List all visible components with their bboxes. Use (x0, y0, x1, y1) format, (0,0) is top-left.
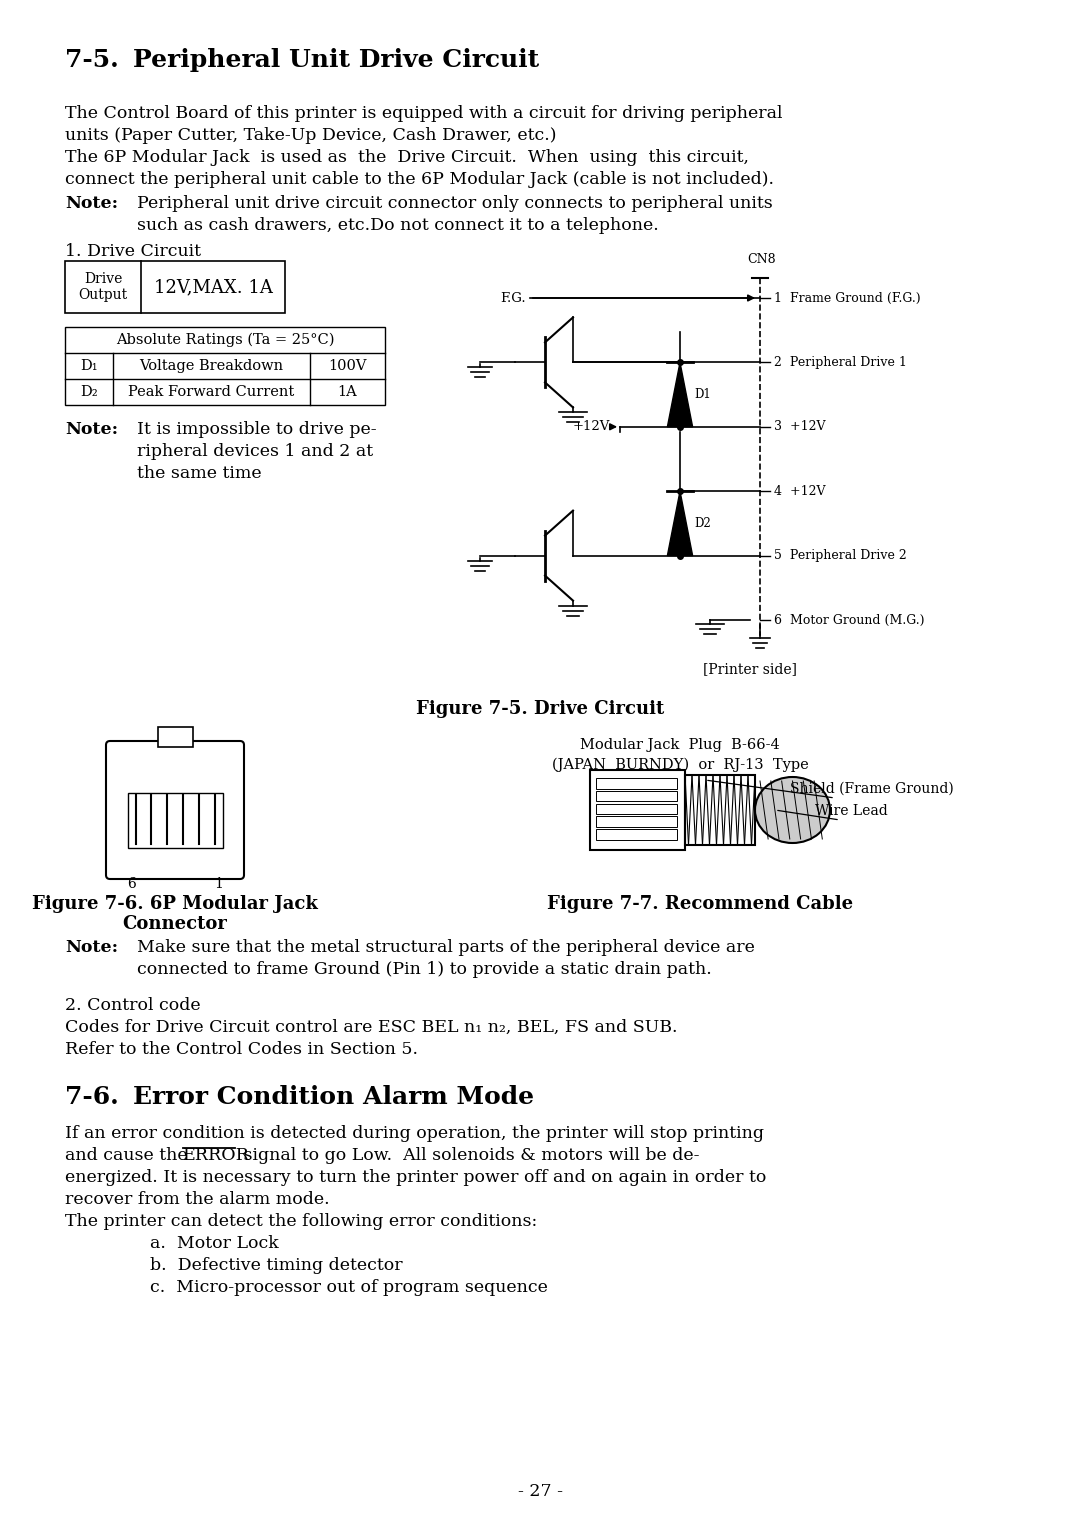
Text: connect the peripheral unit cable to the 6P Modular Jack (cable is not included): connect the peripheral unit cable to the… (65, 171, 774, 188)
Text: 7-6.: 7-6. (65, 1086, 119, 1109)
Text: 2  Peripheral Drive 1: 2 Peripheral Drive 1 (774, 356, 907, 368)
Text: CN8: CN8 (747, 252, 777, 266)
Polygon shape (667, 362, 692, 427)
Text: recover from the alarm mode.: recover from the alarm mode. (65, 1191, 329, 1208)
Text: units (Paper Cutter, Take-Up Device, Cash Drawer, etc.): units (Paper Cutter, Take-Up Device, Cas… (65, 127, 556, 144)
Text: Shield (Frame Ground): Shield (Frame Ground) (789, 781, 954, 797)
Bar (596, 816, 677, 827)
Text: a.  Motor Lock: a. Motor Lock (150, 1235, 279, 1252)
Text: ripheral devices 1 and 2 at: ripheral devices 1 and 2 at (137, 443, 373, 460)
Text: Note:: Note: (65, 420, 118, 437)
Text: 12V,MAX. 1A: 12V,MAX. 1A (153, 278, 272, 297)
Text: (JAPAN  BURNDY)  or  RJ-13  Type: (JAPAN BURNDY) or RJ-13 Type (552, 758, 808, 772)
Text: connected to frame Ground (Pin 1) to provide a static drain path.: connected to frame Ground (Pin 1) to pro… (137, 962, 712, 979)
Text: 100V: 100V (328, 359, 367, 373)
Text: D₂: D₂ (80, 385, 98, 399)
Text: Absolute Ratings (Ta = 25°C): Absolute Ratings (Ta = 25°C) (116, 333, 334, 347)
Bar (596, 778, 677, 789)
Bar (596, 804, 677, 815)
Bar (590, 771, 685, 850)
Text: Note:: Note: (65, 196, 118, 213)
Text: 1  Frame Ground (F.G.): 1 Frame Ground (F.G.) (774, 292, 920, 304)
Text: Connector: Connector (122, 914, 228, 933)
Text: 5  Peripheral Drive 2: 5 Peripheral Drive 2 (774, 549, 907, 563)
Text: Peripheral Unit Drive Circuit: Peripheral Unit Drive Circuit (133, 47, 539, 72)
Text: Figure 7-6. 6P Modular Jack: Figure 7-6. 6P Modular Jack (32, 894, 318, 913)
Bar (596, 790, 677, 801)
Text: The Control Board of this printer is equipped with a circuit for driving periphe: The Control Board of this printer is equ… (65, 106, 783, 122)
Text: 1: 1 (214, 878, 222, 891)
Text: 7-5.: 7-5. (65, 47, 119, 72)
Text: The printer can detect the following error conditions:: The printer can detect the following err… (65, 1212, 537, 1229)
Text: such as cash drawers, etc.Do not connect it to a telephone.: such as cash drawers, etc.Do not connect… (137, 217, 659, 234)
Bar (158, 726, 192, 748)
Text: 6: 6 (127, 878, 136, 891)
Bar (65, 327, 384, 405)
Text: D1: D1 (694, 388, 711, 401)
Text: Figure 7-7. Recommend Cable: Figure 7-7. Recommend Cable (546, 894, 853, 913)
Text: ERROR: ERROR (183, 1147, 249, 1164)
Text: energized. It is necessary to turn the printer power off and on again in order t: energized. It is necessary to turn the p… (65, 1170, 767, 1187)
Text: D2: D2 (694, 517, 711, 531)
Bar (65, 261, 285, 313)
Text: Note:: Note: (65, 939, 118, 956)
Ellipse shape (755, 777, 831, 842)
Bar (596, 829, 677, 839)
Text: Figure 7-5. Drive Circuit: Figure 7-5. Drive Circuit (416, 700, 664, 719)
Text: Refer to the Control Codes in Section 5.: Refer to the Control Codes in Section 5. (65, 1041, 418, 1058)
Text: Codes for Drive Circuit control are ESC BEL n₁ n₂, BEL, FS and SUB.: Codes for Drive Circuit control are ESC … (65, 1018, 677, 1037)
Text: The 6P Modular Jack  is used as  the  Drive Circuit.  When  using  this circuit,: The 6P Modular Jack is used as the Drive… (65, 148, 750, 167)
Text: signal to go Low.  All solenoids & motors will be de-: signal to go Low. All solenoids & motors… (238, 1147, 700, 1164)
Bar (685, 775, 755, 846)
Text: 1. Drive Circuit: 1. Drive Circuit (65, 243, 201, 260)
Text: It is impossible to drive pe-: It is impossible to drive pe- (137, 420, 377, 437)
Text: b.  Defective timing detector: b. Defective timing detector (150, 1257, 403, 1274)
Text: [Printer side]: [Printer side] (703, 662, 797, 676)
Text: 2. Control code: 2. Control code (65, 997, 201, 1014)
Text: 1A: 1A (338, 385, 357, 399)
Polygon shape (667, 491, 692, 555)
Text: and cause the: and cause the (65, 1147, 193, 1164)
Text: 4  +12V: 4 +12V (774, 485, 825, 498)
Bar (127, 792, 222, 847)
Text: Voltage Breakdown: Voltage Breakdown (139, 359, 284, 373)
Text: the same time: the same time (137, 465, 261, 482)
Text: - 27 -: - 27 - (517, 1483, 563, 1500)
Text: Drive
Output: Drive Output (79, 272, 127, 303)
Text: c.  Micro-processor out of program sequence: c. Micro-processor out of program sequen… (150, 1278, 548, 1297)
Text: If an error condition is detected during operation, the printer will stop printi: If an error condition is detected during… (65, 1125, 764, 1142)
Text: D₁: D₁ (80, 359, 98, 373)
FancyBboxPatch shape (106, 742, 244, 879)
Text: Wire Lead: Wire Lead (815, 804, 888, 818)
Text: +12V: +12V (572, 420, 610, 433)
Text: F.G.: F.G. (500, 292, 526, 304)
Text: Error Condition Alarm Mode: Error Condition Alarm Mode (133, 1086, 535, 1109)
Text: Modular Jack  Plug  B-66-4: Modular Jack Plug B-66-4 (580, 739, 780, 752)
Text: 6  Motor Ground (M.G.): 6 Motor Ground (M.G.) (774, 613, 924, 627)
Text: 3  +12V: 3 +12V (774, 420, 825, 433)
Text: Make sure that the metal structural parts of the peripheral device are: Make sure that the metal structural part… (137, 939, 755, 956)
Text: Peak Forward Current: Peak Forward Current (129, 385, 295, 399)
Text: Peripheral unit drive circuit connector only connects to peripheral units: Peripheral unit drive circuit connector … (137, 196, 773, 213)
